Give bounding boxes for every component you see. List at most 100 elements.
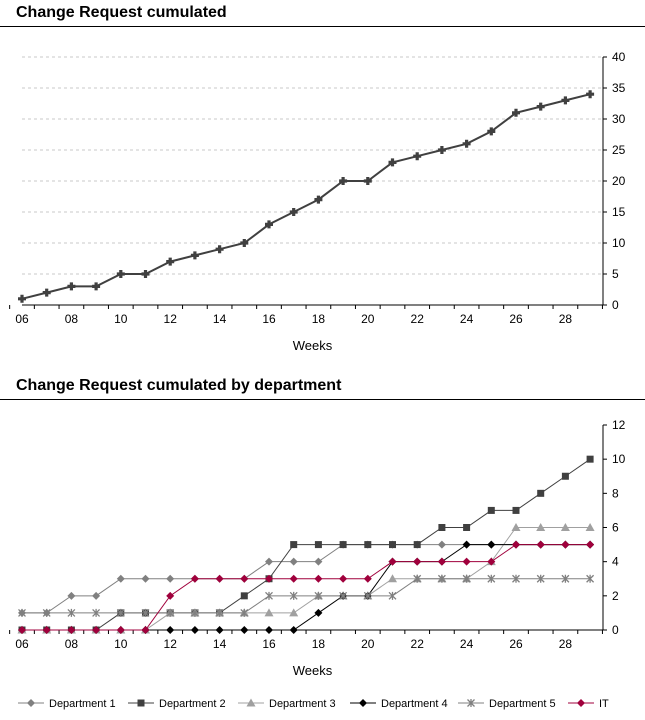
- c2-xtick-label-7: 20: [361, 637, 375, 651]
- c2-xtick-label-3: 12: [164, 637, 178, 651]
- legend-0-label: Department 1: [49, 698, 116, 710]
- c2-x-axis-label: Weeks: [293, 663, 333, 678]
- c2-series-4-point-3: [92, 608, 101, 617]
- c2-series-1-line: [22, 458, 591, 631]
- c2-xtick-label-10: 26: [509, 637, 523, 651]
- c2-series-3-point-11: [289, 626, 298, 634]
- c1-xtick-label-9: 24: [460, 312, 474, 326]
- c2-series-1-point-9: [240, 592, 248, 600]
- c2-series-4-point-23: [586, 574, 595, 583]
- c1-series-0-point-23: [586, 90, 595, 99]
- c2-ytick-label-5: 10: [612, 452, 626, 466]
- c2-series-5-point-13: [339, 574, 348, 583]
- c2-series-2-point-20: [511, 523, 521, 531]
- chart-2-title: Change Request cumulated by department: [16, 377, 342, 394]
- c2-series-3-point-7: [190, 626, 199, 634]
- c2-xtick-label-6: 18: [312, 637, 326, 651]
- c1-xtick-label-2: 10: [114, 312, 128, 326]
- c2-series-4-point-18: [462, 574, 471, 583]
- c1-xtick-label-5: 16: [262, 312, 276, 326]
- c1-xtick-label-4: 14: [213, 312, 227, 326]
- c2-ytick-label-2: 4: [612, 555, 619, 569]
- c2-ytick-label-6: 12: [612, 418, 626, 432]
- c1-series-0-point-17: [437, 146, 446, 154]
- c2-series-2-point-23: [585, 523, 595, 531]
- legend-2-label: Department 3: [269, 698, 336, 710]
- legend-4-marker: [467, 699, 475, 707]
- c2-series-3-point-19: [487, 540, 496, 549]
- c2-series-4-point-2: [67, 608, 76, 617]
- c2-series-5-point-7: [190, 574, 199, 583]
- c2-series-5-point-17: [437, 557, 446, 566]
- c2-series-4-point-10: [265, 591, 273, 600]
- c2-series-4-point-5: [141, 608, 150, 617]
- c1-ytick-label-0: 0: [612, 298, 619, 312]
- c2-series-3-line: [22, 544, 591, 631]
- c2-series-5-point-6: [166, 591, 175, 600]
- c2-series-5-point-16: [413, 557, 422, 566]
- c1-series-0-point-20: [512, 108, 520, 117]
- legend-1-label: Department 2: [159, 698, 226, 710]
- c2-series-5-point-14: [363, 574, 372, 583]
- c1-series-0-point-5: [141, 270, 150, 278]
- c1-series-0-point-22: [561, 96, 570, 105]
- c2-series-5-point-15: [388, 557, 397, 566]
- c2-series-3-point-8: [215, 626, 224, 634]
- c2-series-0-point-5: [141, 574, 150, 583]
- c1-series-0-point-3: [92, 282, 101, 291]
- c2-series-2-point-21: [536, 523, 546, 531]
- c2-xtick-label-1: 08: [65, 637, 79, 651]
- c2-series-0-point-3: [92, 591, 101, 600]
- c1-series-0-point-2: [67, 282, 76, 291]
- c2-series-4-point-1: [42, 608, 51, 617]
- c2-series-5-point-5: [141, 626, 150, 634]
- legend-4-label: Department 5: [489, 698, 556, 710]
- c2-series-3-point-12: [314, 608, 323, 617]
- c2-series-1-point-18: [463, 524, 471, 531]
- c2-series-4-point-0: [18, 608, 26, 617]
- c1-series-0-point-19: [487, 127, 496, 136]
- c2-xtick-label-4: 14: [213, 637, 227, 651]
- c2-series-5-point-21: [536, 540, 545, 549]
- title-rule-2: [0, 399, 645, 400]
- c2-series-1-point-15: [389, 541, 396, 549]
- c2-series-4-point-16: [413, 574, 422, 583]
- c1-xtick-label-6: 18: [312, 312, 326, 326]
- c2-xtick-label-5: 16: [262, 637, 276, 651]
- c1-ytick-label-3: 15: [612, 205, 626, 219]
- c2-series-2-point-22: [560, 523, 570, 531]
- c2-ytick-label-0: 0: [612, 623, 619, 637]
- c2-series-1-point-14: [364, 541, 372, 549]
- c2-series-4-point-21: [536, 574, 545, 583]
- c1-series-0-point-10: [265, 220, 273, 229]
- c2-series-1-point-21: [537, 489, 545, 497]
- c1-series-0-point-0: [18, 294, 26, 303]
- c2-series-3-point-18: [462, 540, 471, 549]
- c2-series-4-point-9: [240, 608, 249, 617]
- c1-series-0-point-12: [314, 195, 323, 204]
- c2-series-4-point-11: [289, 591, 298, 600]
- c1-ytick-label-7: 35: [612, 81, 626, 95]
- c1-x-axis-label: Weeks: [293, 338, 333, 353]
- c2-series-1-point-23: [586, 455, 594, 463]
- legend-2-marker: [246, 698, 256, 707]
- c2-series-3-point-10: [265, 626, 273, 634]
- c1-series-0-point-8: [215, 245, 224, 254]
- chart-1-title: Change Request cumulated: [16, 4, 227, 21]
- c1-series-0-point-14: [363, 177, 372, 185]
- c1-ytick-label-6: 30: [612, 112, 626, 126]
- c2-series-2-point-11: [289, 608, 299, 617]
- c2-series-4-point-8: [215, 608, 224, 617]
- c2-series-2-point-15: [388, 574, 397, 583]
- c2-series-4-line: [22, 578, 591, 614]
- c1-series-0-point-7: [190, 251, 199, 260]
- c1-xtick-label-10: 26: [509, 312, 523, 326]
- c1-xtick-label-0: 06: [15, 312, 29, 326]
- c2-series-5-point-20: [512, 540, 520, 549]
- c2-series-1-point-19: [487, 506, 495, 514]
- c1-series-0-point-15: [388, 158, 397, 167]
- c1-series-0-point-9: [240, 239, 249, 247]
- c2-series-5-point-9: [240, 574, 249, 583]
- c2-series-4-point-6: [166, 608, 175, 617]
- cumulated-chart: 0 5 10 15 20 25 30 35 40 06 08 10 12 14 16 18 20 22 24 26 28…: [9, 50, 626, 353]
